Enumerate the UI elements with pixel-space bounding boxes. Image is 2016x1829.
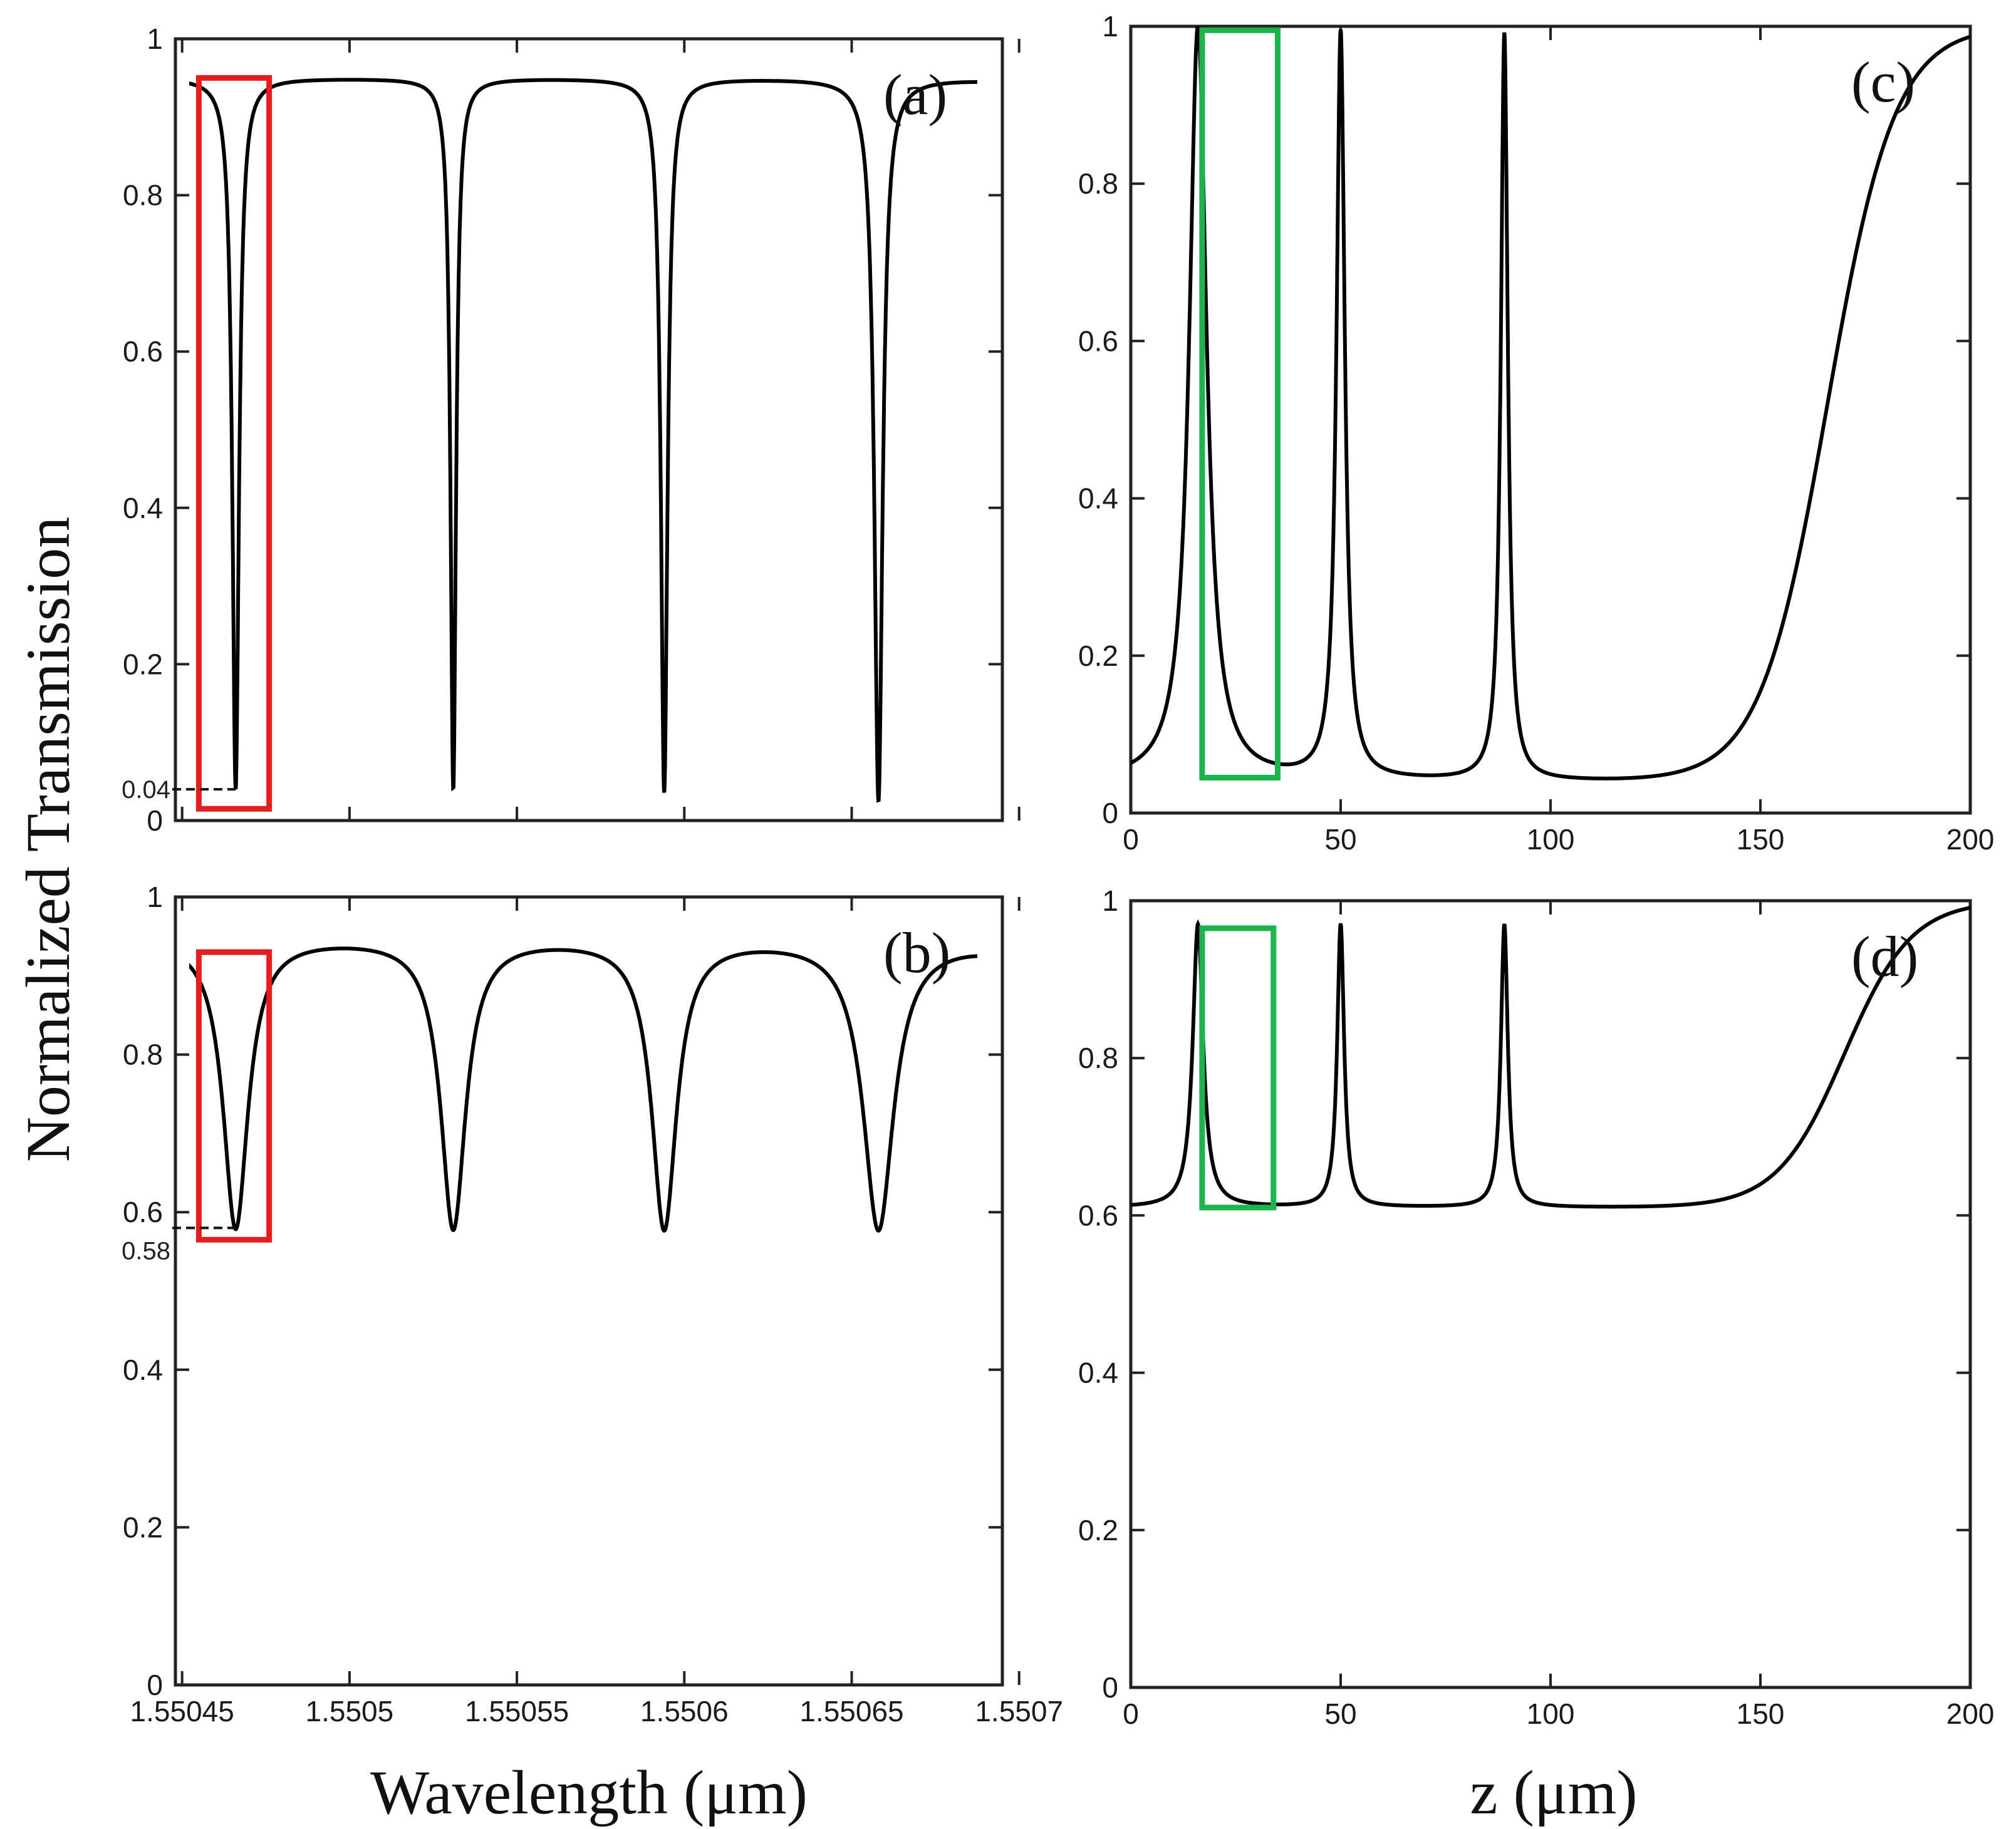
panel-d: 0 0.2 0.4 0.6 0.8 1 0 50 100 150 200 (d) [1078,884,1994,1730]
x-tick-label: 1.55045 [130,1695,234,1728]
x-axis-title-wavelength: Wavelength (μm) [370,1758,808,1827]
panel-b: 0 0.2 0.4 0.6 0.8 1 1.55045 1.5505 1.55055 1.5506… [122,881,1063,1728]
x-tick-label: 1.5506 [640,1695,729,1728]
x-tick-label: 200 [1946,823,1995,856]
y-tick-label: 0 [1102,797,1118,829]
y-tick-label: 0.8 [1078,167,1118,200]
highlight-box-a [195,75,273,812]
y-tick-label: 0.8 [123,1039,163,1071]
plot-frame-c [1129,24,1972,815]
x-tick-label: 1.55055 [465,1695,569,1728]
y-tick-label: 1 [147,23,163,55]
annotation-label-a: 0.04 [122,776,170,804]
plot-panels: 0 0.2 0.4 0.6 0.8 1 0.04 (a) 0 0.2 0.4 0.6 0.8 1 1.550… [122,10,1994,1730]
highlight-box-c [1199,27,1281,780]
x-tick-label: 100 [1527,823,1575,856]
x-tick-label: 50 [1324,823,1356,856]
y-tick-label: 0.2 [1078,1514,1118,1547]
plot-frame-d [1129,899,1972,1689]
x-tick-label: 150 [1737,823,1785,856]
plot-frame-a [174,37,1004,822]
y-tick-label: 0.6 [123,335,163,368]
y-tick-label: 0.8 [123,179,163,212]
series-line-d [1131,906,1970,1209]
y-tick-label: 0.2 [1078,640,1118,672]
y-tick-label: 1 [1102,884,1118,917]
annotation-label-b: 0.58 [122,1237,170,1265]
x-tick-label: 0 [1123,1697,1139,1730]
y-tick-label: 0.6 [123,1196,163,1228]
x-axis-title-z: z (μm) [1470,1758,1637,1827]
y-tick-label: 0 [147,804,163,837]
x-tick-label: 0 [1123,823,1139,856]
panel-c: 0 0.2 0.4 0.6 0.8 1 0 50 100 150 200 (c) [1078,10,1994,856]
y-tick-label: 0 [1102,1671,1118,1704]
y-tick-label: 0.6 [1078,1199,1118,1231]
y-tick-label: 0.2 [123,1511,163,1543]
highlight-box-d [1199,925,1277,1211]
y-tick-label: 0.4 [123,1354,163,1386]
x-tick-label: 200 [1946,1697,1995,1730]
y-tick-label: 0.4 [1078,482,1118,515]
y-tick-label: 0.2 [123,648,163,680]
x-tick-label: 1.55065 [799,1695,903,1728]
y-tick-label: 0.4 [123,492,163,524]
series-line-a [189,78,977,803]
x-tick-label: 1.5507 [975,1695,1063,1728]
y-tick-label: 0 [147,1669,163,1701]
y-tick-label: 0.8 [1078,1042,1118,1074]
panel-a: 0 0.2 0.4 0.6 0.8 1 0.04 (a) [122,23,1021,837]
x-tick-label: 150 [1737,1697,1785,1730]
highlight-box-b [195,949,273,1243]
x-tick-label: 1.5505 [306,1695,394,1728]
plot-frame-b [174,895,1004,1687]
x-tick-label: 100 [1527,1697,1575,1730]
panel-label-d: (d) [1851,925,1918,988]
y-tick-label: 1 [147,881,163,913]
y-tick-label: 1 [1102,10,1118,43]
panel-label-c: (c) [1851,50,1915,114]
series-line-b [189,946,977,1233]
panel-label-a: (a) [883,63,947,127]
panel-label-b: (b) [883,921,950,985]
y-tick-label: 0.4 [1078,1357,1118,1389]
y-axis-title: Normalized Transmission [13,517,83,1163]
y-tick-label: 0.6 [1078,324,1118,357]
x-tick-label: 50 [1324,1697,1356,1730]
series-line-c [1131,26,1970,780]
